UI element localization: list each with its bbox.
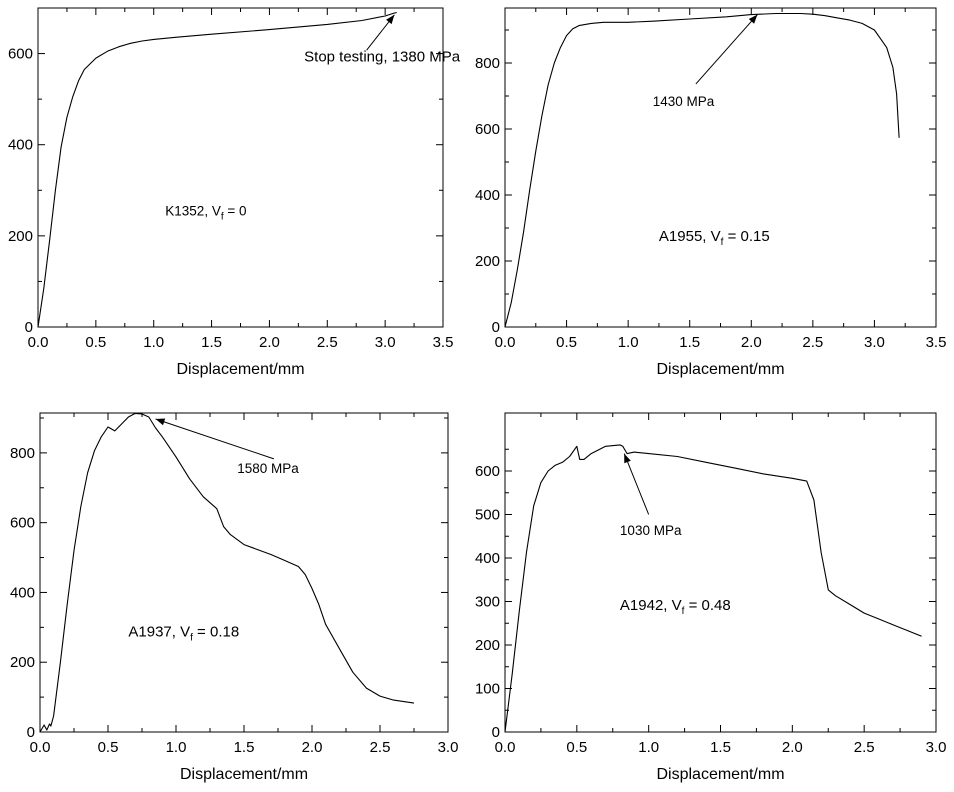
x-axis-title: Displacement/mm xyxy=(656,766,784,783)
specimen-label: A1942, Vf = 0.48 xyxy=(620,597,731,617)
x-tick-label: 0.0 xyxy=(495,334,516,351)
x-tick-label: 0.0 xyxy=(30,739,51,756)
x-tick-label: 0.0 xyxy=(495,739,516,756)
arrow-head-icon xyxy=(386,14,395,25)
stress-displacement-curve xyxy=(37,12,397,328)
y-tick-label: 400 xyxy=(8,137,33,154)
y-tick-label: 400 xyxy=(475,187,500,204)
specimen-label: A1937, Vf = 0.18 xyxy=(128,623,239,643)
arrow-head-icon xyxy=(624,453,631,464)
peak-annotation: 1580 MPa xyxy=(237,461,299,476)
x-tick-label: 1.5 xyxy=(679,334,700,351)
x-tick-label: 3.0 xyxy=(438,739,459,756)
peak-annotation: 1030 MPa xyxy=(620,523,682,538)
annotation-arrow xyxy=(695,14,758,85)
panel-1: 0.0 0.5 1.0 1.5 2.0 2.5 3.0 3.5 0 200 400 600 Displa… xyxy=(8,7,461,378)
y-tick-label: 600 xyxy=(475,463,500,480)
specimen-label: A1955, Vf = 0.15 xyxy=(659,228,770,248)
y-tick-label: 0 xyxy=(492,319,500,336)
y-tick-label: 100 xyxy=(475,681,500,698)
x-tick-label: 3.5 xyxy=(433,334,454,351)
stress-displacement-curve xyxy=(504,444,922,733)
y-tick-label: 500 xyxy=(475,507,500,524)
y-tick-label: 200 xyxy=(8,228,33,245)
peak-annotation: 1430 MPa xyxy=(653,94,715,109)
panel-3: 0.0 0.5 1.0 1.5 2.0 2.5 3.0 0 200 400 600 800 Displa… xyxy=(10,412,459,783)
specimen-label: K1352, Vf = 0 xyxy=(165,203,246,222)
y-tick-label: 600 xyxy=(475,121,500,138)
y-tick-label: 0 xyxy=(25,319,33,336)
y-tick-label: 400 xyxy=(475,550,500,567)
x-tick-label: 1.0 xyxy=(143,334,164,351)
x-tick-label: 2.5 xyxy=(370,739,391,756)
x-tick-label: 2.5 xyxy=(854,739,875,756)
x-tick-label: 3.5 xyxy=(926,334,947,351)
x-tick-label: 3.0 xyxy=(864,334,885,351)
x-tick-label: 1.0 xyxy=(618,334,639,351)
x-tick-label: 1.0 xyxy=(166,739,187,756)
x-tick-label: 1.0 xyxy=(638,739,659,756)
y-tick-label: 800 xyxy=(10,445,35,462)
y-tick-label: 200 xyxy=(10,654,35,671)
x-tick-label: 1.5 xyxy=(234,739,255,756)
stress-displacement-curve xyxy=(39,412,415,733)
peak-annotation: Stop testing, 1380 MPa xyxy=(304,49,461,66)
x-axis-title: Displacement/mm xyxy=(656,361,784,378)
x-tick-label: 2.0 xyxy=(302,739,323,756)
y-tick-label: 200 xyxy=(475,253,500,270)
x-tick-label: 0.5 xyxy=(85,334,106,351)
annotation-arrow xyxy=(155,418,275,460)
x-tick-label: 0.0 xyxy=(28,334,49,351)
x-tick-label: 2.0 xyxy=(782,739,803,756)
x-tick-label: 0.5 xyxy=(98,739,119,756)
y-tick-label: 300 xyxy=(475,594,500,611)
y-tick-label: 0 xyxy=(492,724,500,741)
x-tick-label: 2.5 xyxy=(317,334,338,351)
x-tick-label: 3.0 xyxy=(375,334,396,351)
x-tick-label: 1.5 xyxy=(201,334,222,351)
x-tick-label: 0.5 xyxy=(556,334,577,351)
y-tick-label: 400 xyxy=(10,584,35,601)
arrow-head-icon xyxy=(748,14,758,24)
panel-2: 0.0 0.5 1.0 1.5 2.0 2.5 3.0 3.5 0 200 400 600 800 Dis… xyxy=(475,7,947,378)
x-tick-label: 1.5 xyxy=(710,739,731,756)
x-tick-label: 2.0 xyxy=(741,334,762,351)
x-tick-label: 2.0 xyxy=(259,334,280,351)
x-axis-title: Displacement/mm xyxy=(180,766,308,783)
x-tick-label: 3.0 xyxy=(926,739,947,756)
y-tick-label: 600 xyxy=(10,515,35,532)
y-tick-label: 600 xyxy=(8,46,33,63)
stress-displacement-curve xyxy=(504,12,900,328)
x-tick-label: 0.5 xyxy=(566,739,587,756)
annotation-arrow xyxy=(623,453,650,515)
x-tick-label: 2.5 xyxy=(802,334,823,351)
plot-frame xyxy=(504,412,937,733)
arrow-head-icon xyxy=(155,418,166,426)
panel-4: 0.0 0.5 1.0 1.5 2.0 2.5 3.0 0 100 200 300 400 500 600… xyxy=(475,412,947,783)
y-tick-label: 800 xyxy=(475,55,500,72)
x-axis-title: Displacement/mm xyxy=(176,361,304,378)
y-tick-label: 200 xyxy=(475,637,500,654)
y-tick-label: 0 xyxy=(27,724,35,741)
